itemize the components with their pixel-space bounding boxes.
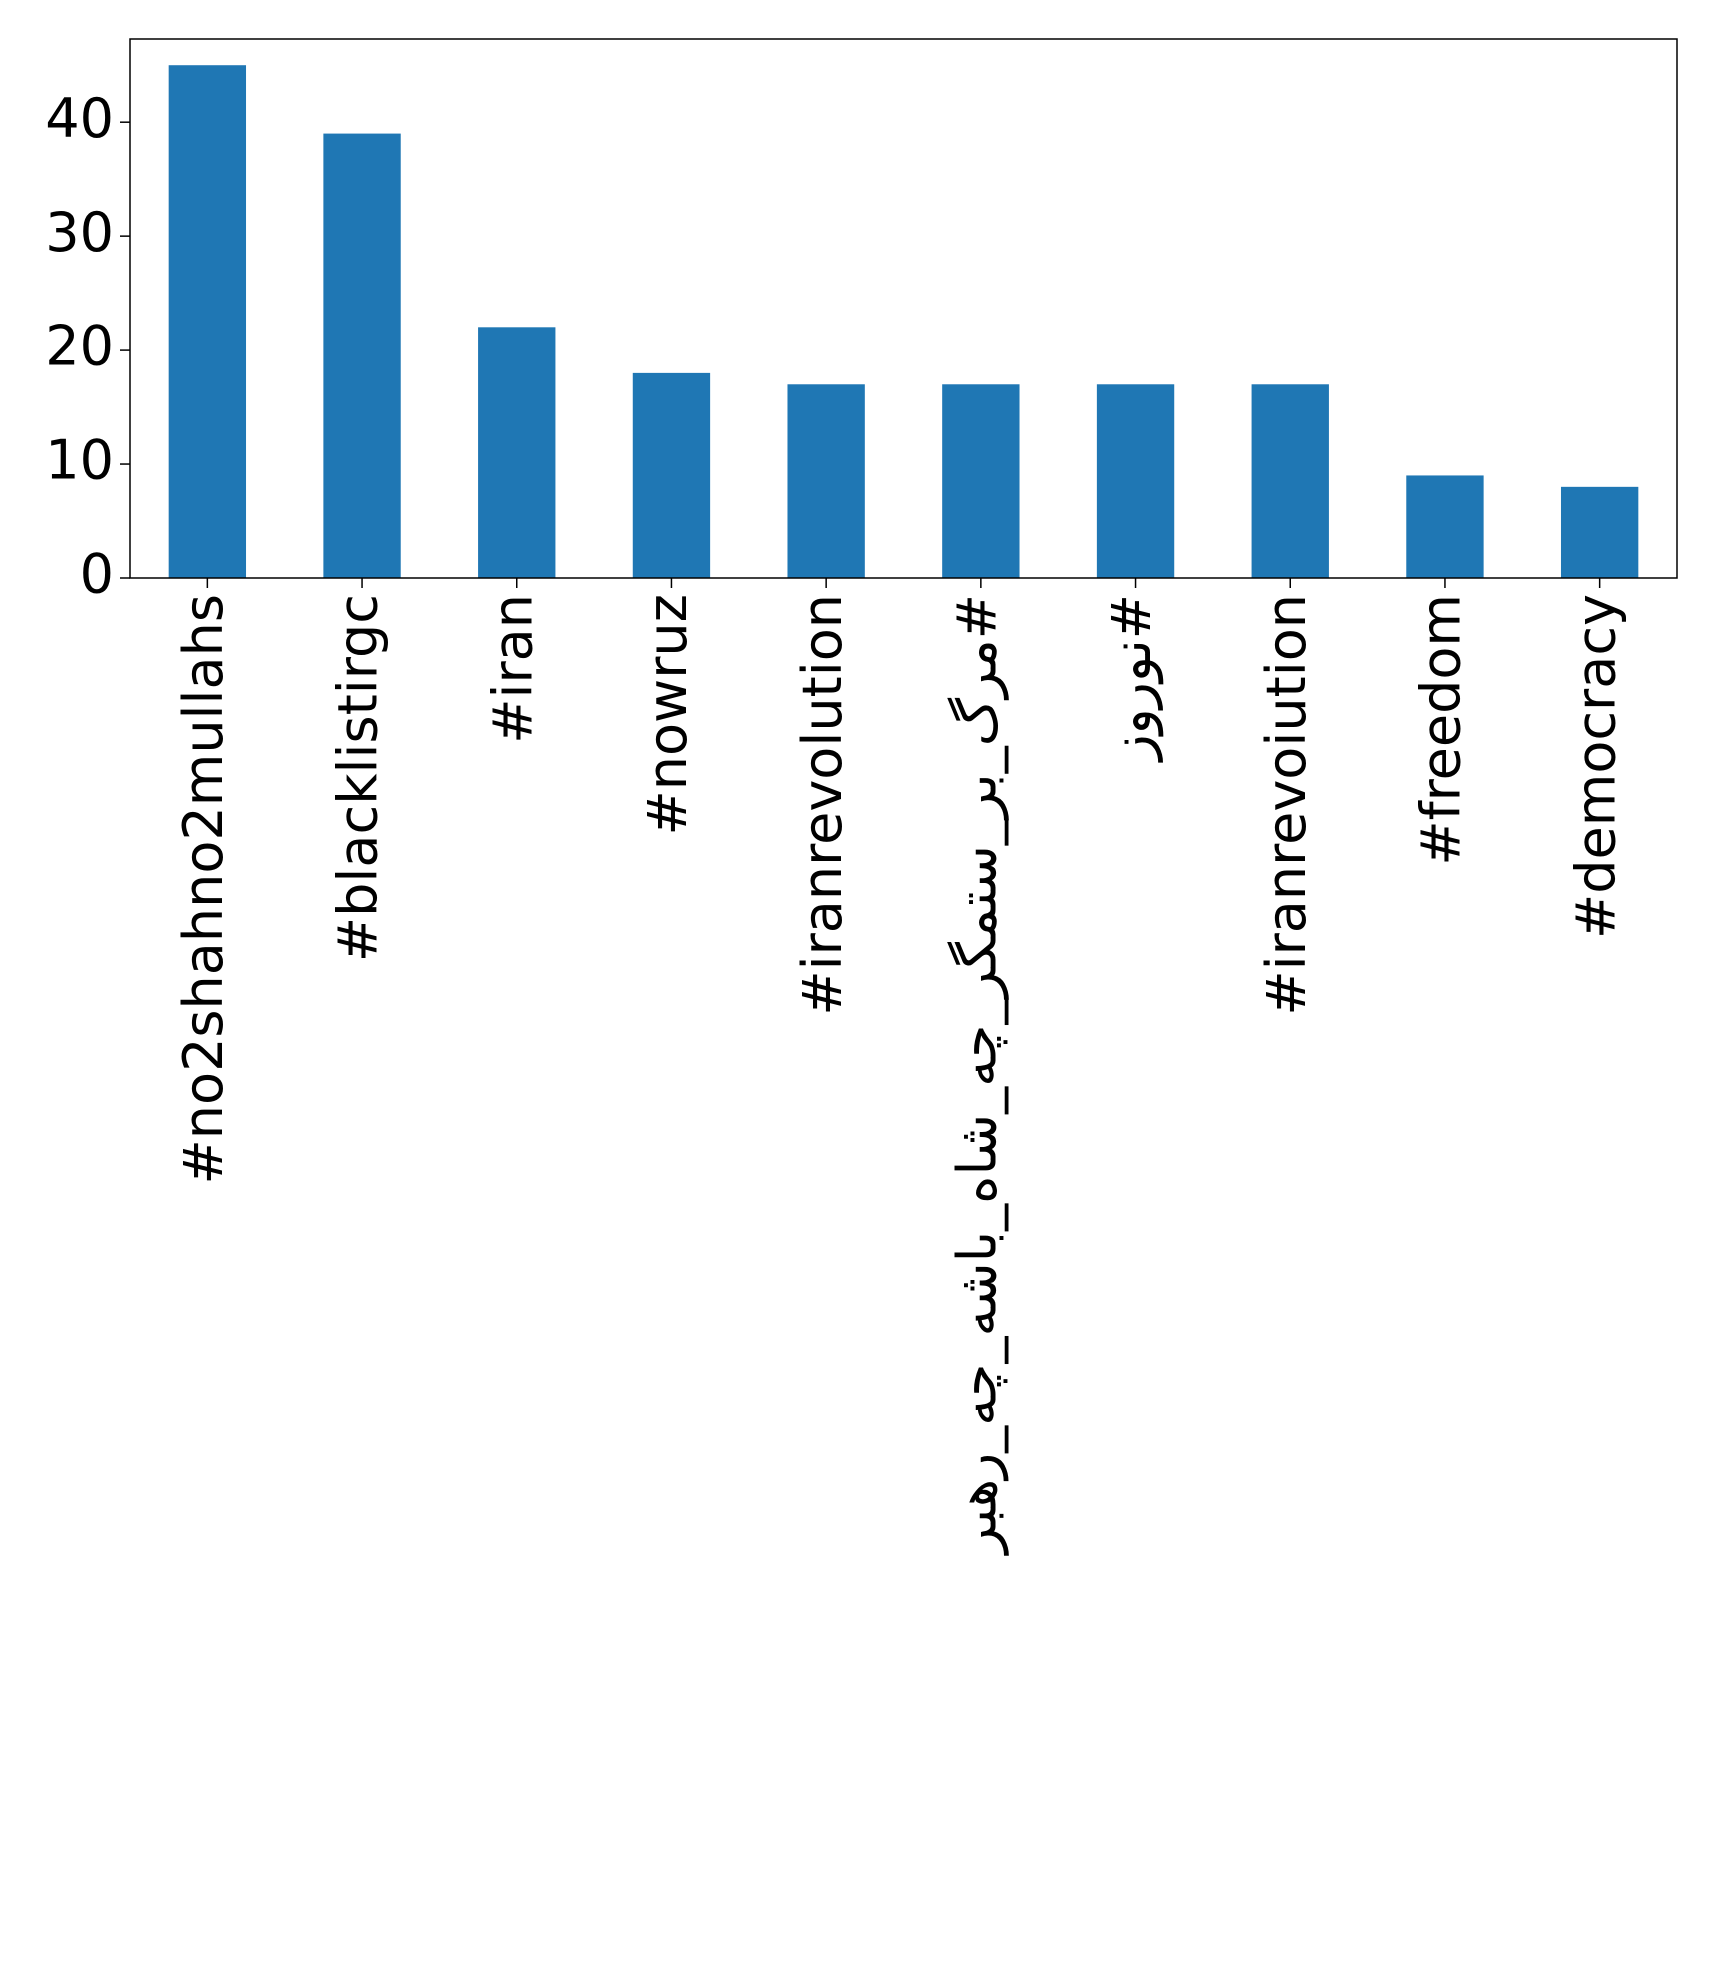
bar	[632, 372, 711, 578]
x-tick-label: #blacklistirgc	[327, 594, 390, 962]
bar	[168, 65, 247, 579]
bar	[323, 133, 401, 578]
bar	[1251, 384, 1329, 578]
y-tick-label: 0	[80, 543, 114, 606]
x-tick-label: #نوروز	[1100, 594, 1163, 763]
bar	[1406, 475, 1484, 578]
plot-frame	[129, 38, 1678, 579]
x-tick-label: #iranrevoiution	[1255, 594, 1318, 1016]
bar	[1560, 486, 1639, 578]
y-tick-label: 30	[45, 201, 114, 264]
x-tick-label: #nowruz	[636, 594, 699, 835]
bar	[942, 384, 1020, 578]
bar	[1096, 384, 1175, 578]
bar	[787, 384, 865, 578]
bar	[478, 327, 556, 578]
x-tick-label: #democracy	[1564, 594, 1627, 939]
y-tick-label: 40	[45, 87, 114, 150]
y-tick-label: 10	[45, 429, 114, 492]
x-tick-label: #مرگ_بر_ستمگر_چه_شاه_باشه_چه_رهبر	[945, 594, 1008, 1556]
x-tick-label: #freedom	[1410, 594, 1473, 866]
x-tick-label: #iranrevolution	[791, 594, 854, 1016]
y-tick-label: 20	[45, 315, 114, 378]
x-tick-label: #no2shahno2mullahs	[172, 594, 235, 1184]
x-tick-label: #iran	[481, 594, 544, 744]
